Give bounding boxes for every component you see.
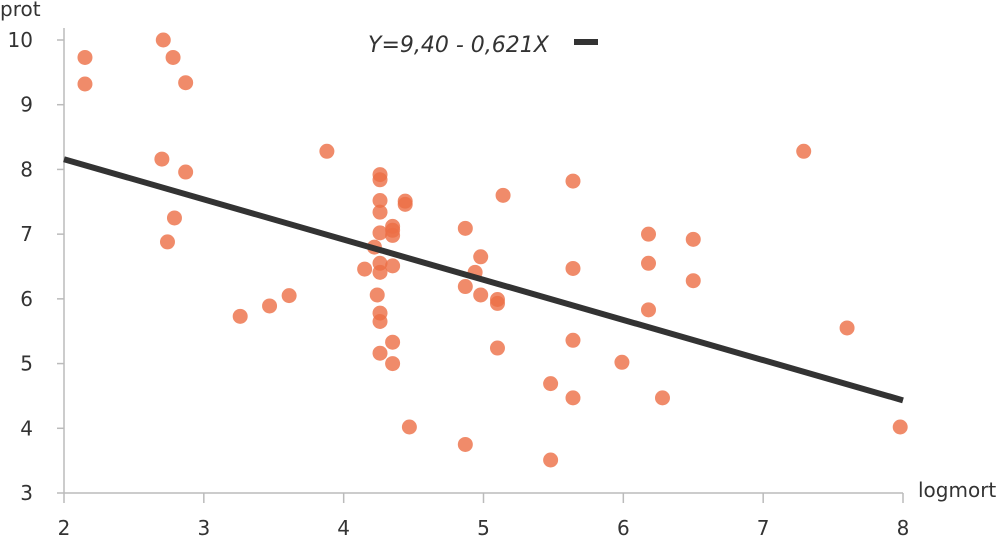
data-point — [654, 390, 670, 406]
data-point — [281, 288, 297, 304]
data-point — [372, 204, 388, 220]
data-point — [77, 76, 93, 92]
data-point — [178, 164, 194, 180]
data-point — [372, 345, 388, 361]
data-point — [685, 231, 701, 247]
data-point — [385, 258, 401, 274]
data-point — [232, 308, 248, 324]
x-tick-label: 5 — [477, 516, 490, 540]
y-tick-label: 6 — [20, 287, 33, 311]
data-point — [495, 187, 511, 203]
data-point — [565, 260, 581, 276]
data-point — [641, 302, 657, 318]
data-point — [796, 143, 812, 159]
data-point — [385, 356, 401, 372]
data-point — [385, 334, 401, 350]
data-point — [154, 151, 170, 167]
data-point — [892, 419, 908, 435]
data-point — [457, 279, 473, 295]
y-tick-label: 3 — [20, 481, 33, 505]
data-point — [401, 419, 417, 435]
x-tick-label: 2 — [58, 516, 71, 540]
data-points — [77, 32, 908, 468]
y-tick-label: 10 — [8, 28, 33, 52]
data-point — [565, 332, 581, 348]
data-point — [543, 376, 559, 392]
data-point — [369, 287, 385, 303]
legend: Y=9,40 - 0,621X — [368, 33, 598, 58]
data-point — [473, 249, 489, 265]
data-point — [565, 173, 581, 189]
data-point — [262, 298, 278, 314]
data-point — [473, 287, 489, 303]
data-point — [641, 226, 657, 242]
data-point — [457, 436, 473, 452]
data-point — [372, 225, 388, 241]
data-point — [489, 295, 505, 311]
data-point — [77, 49, 93, 65]
data-point — [372, 264, 388, 280]
y-tick-label: 7 — [20, 222, 33, 246]
data-point — [166, 210, 182, 226]
data-point — [385, 227, 401, 243]
data-point — [489, 340, 505, 356]
data-point — [543, 452, 559, 468]
data-point — [839, 320, 855, 336]
x-tick-label: 6 — [617, 516, 630, 540]
x-axis-title: logmort — [918, 478, 996, 502]
y-ticks: 3 4 5 6 7 8 9 10 — [8, 28, 64, 505]
x-tick-label: 4 — [337, 516, 350, 540]
x-tick-label: 8 — [897, 516, 910, 540]
data-point — [685, 273, 701, 289]
data-point — [397, 196, 413, 212]
data-point — [457, 220, 473, 236]
data-point — [565, 390, 581, 406]
regression-line — [63, 156, 904, 404]
regression-equation: Y=9,40 - 0,621X — [368, 33, 550, 58]
data-point — [155, 32, 171, 48]
y-axis-title: prot — [0, 0, 41, 21]
data-point — [614, 354, 630, 370]
y-tick-label: 5 — [20, 352, 33, 376]
y-tick-label: 4 — [20, 416, 33, 440]
x-tick-label: 7 — [757, 516, 770, 540]
data-point — [372, 314, 388, 330]
data-point — [319, 143, 335, 159]
x-ticks: 2 3 4 5 6 7 8 — [58, 493, 910, 540]
data-point — [372, 192, 388, 208]
data-point — [641, 255, 657, 271]
y-tick-label: 9 — [20, 93, 33, 117]
data-point — [357, 261, 373, 277]
data-point — [178, 75, 194, 91]
x-tick-label: 3 — [197, 516, 210, 540]
y-tick-label: 8 — [20, 157, 33, 181]
data-point — [165, 49, 181, 65]
data-point — [372, 172, 388, 188]
data-point — [159, 234, 175, 250]
